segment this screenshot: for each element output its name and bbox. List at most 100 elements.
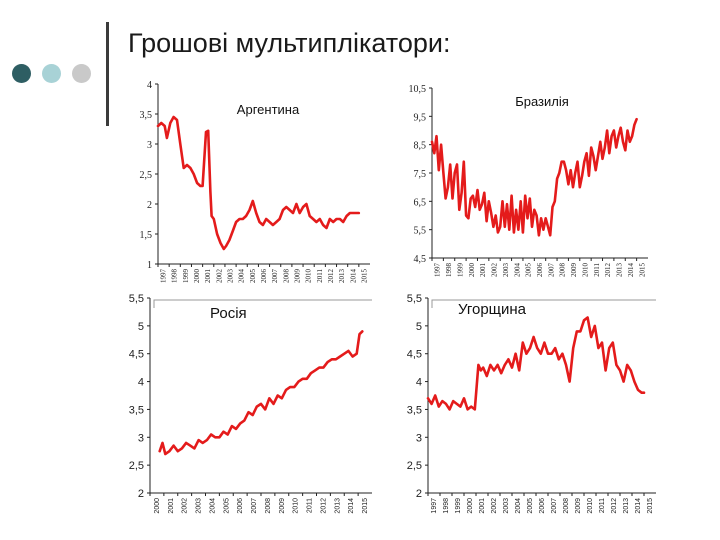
chart-title: Росія <box>210 305 247 322</box>
y-tick-label: 3,5 <box>140 110 153 121</box>
x-tick-label: 2014 <box>627 263 635 278</box>
y-tick-label: 4 <box>147 80 152 91</box>
x-tick-label: 2005 <box>525 263 533 278</box>
x-tick-label: 2012 <box>327 269 335 284</box>
y-tick-label: 4 <box>416 377 422 389</box>
x-tick-label: 2002 <box>491 263 499 278</box>
x-tick-label: 2003 <box>503 498 510 514</box>
x-tick-label: 1999 <box>456 263 464 278</box>
y-tick-label: 5,5 <box>407 293 422 305</box>
y-tick-label: 2 <box>416 488 422 500</box>
y-tick-label: 8,5 <box>414 141 427 152</box>
hungary-chart: 2 2,5 3 3,5 4 4,5 5 5,5 1997 1998 1999 2000 2001 2002… <box>407 293 656 514</box>
x-tick-label: 2010 <box>587 498 594 514</box>
x-tick-label: 2001 <box>479 498 486 514</box>
y-tick-label: 2,5 <box>140 170 153 181</box>
x-tick-label: 2011 <box>307 498 314 513</box>
y-tick-label: 7,5 <box>414 169 427 180</box>
x-tick-label: 2000 <box>193 269 201 284</box>
x-tick-label: 1998 <box>445 263 453 278</box>
slide-title: Грошові мультиплікатори: <box>128 28 451 58</box>
x-tick-label: 2002 <box>215 269 223 284</box>
y-tick-label: 9,5 <box>414 112 427 123</box>
x-tick-label: 2000 <box>467 498 474 514</box>
y-tick-label: 4,5 <box>414 254 427 265</box>
series-line <box>156 115 361 251</box>
x-tick-label: 2008 <box>282 269 290 284</box>
y-tick-label: 5 <box>416 321 422 333</box>
x-tick-label: 2003 <box>196 498 203 514</box>
x-tick-label: 2006 <box>260 269 268 284</box>
x-tick-label: 2001 <box>204 269 212 284</box>
y-tick-label: 6,5 <box>414 197 427 208</box>
x-tick-label: 2002 <box>182 498 189 514</box>
x-tick-label: 2015 <box>362 498 369 514</box>
x-tick-label: 2010 <box>305 269 313 284</box>
x-tick-label: 1999 <box>455 498 462 514</box>
x-tick-label: 2012 <box>611 498 618 514</box>
x-tick-label: 2015 <box>360 269 368 284</box>
x-tick-label: 2004 <box>209 498 216 514</box>
dot-dark <box>12 64 31 83</box>
x-tick-label: 2014 <box>348 498 355 514</box>
x-tick-label: 2005 <box>223 498 230 514</box>
x-tick-label: 2006 <box>539 498 546 514</box>
dot-gray <box>72 64 91 83</box>
russia-chart: 2 2,5 3 3,5 4 4,5 5 5,5 2000 2001 2002 2003 2004 2005… <box>129 293 372 514</box>
chart-title: Аргентина <box>237 102 300 117</box>
x-tick-label: 2003 <box>502 263 510 278</box>
y-tick-label: 4 <box>138 377 144 389</box>
x-tick-label: 2013 <box>623 498 630 514</box>
y-tick-label: 1 <box>147 260 152 271</box>
x-tick-label: 2010 <box>293 498 300 514</box>
decorative-dots <box>12 64 92 84</box>
x-tick-label: 2011 <box>599 498 606 513</box>
x-tick-label: 1999 <box>182 269 190 284</box>
argentina-chart: 1 1,5 2 2,5 3 3,5 4 1997 1998 1999 2000 2001 2002 200… <box>140 80 370 284</box>
x-tick-label: 2007 <box>271 269 279 284</box>
x-tick-label: 2004 <box>515 498 522 514</box>
x-tick-label: 2007 <box>547 263 555 278</box>
x-tick-label: 2015 <box>638 263 646 278</box>
y-tick-label: 5 <box>138 321 144 333</box>
y-tick-label: 3 <box>147 140 152 151</box>
x-tick-label: 2001 <box>479 263 487 278</box>
x-tick-label: 2009 <box>570 263 578 278</box>
x-tick-label: 2001 <box>168 498 175 514</box>
x-tick-label: 2003 <box>227 269 235 284</box>
x-tick-label: 2007 <box>551 498 558 514</box>
x-tick-label: 2012 <box>320 498 327 514</box>
title-divider <box>106 22 109 126</box>
y-tick-label: 5,5 <box>414 226 427 237</box>
x-tick-label: 2013 <box>338 269 346 284</box>
x-tick-label: 2009 <box>279 498 286 514</box>
x-tick-label: 2006 <box>237 498 244 514</box>
x-tick-label: 1997 <box>431 498 438 514</box>
y-tick-label: 1,5 <box>140 230 153 241</box>
x-tick-label: 2009 <box>293 269 301 284</box>
x-tick-label: 2011 <box>316 269 324 283</box>
y-tick-label: 3,5 <box>129 404 144 416</box>
y-tick-label: 2 <box>147 200 152 211</box>
chart-title: Бразилія <box>515 94 569 109</box>
y-tick-label: 4,5 <box>129 349 144 361</box>
y-tick-label: 2,5 <box>407 460 422 472</box>
dot-light-teal <box>42 64 61 83</box>
x-tick-label: 2002 <box>491 498 498 514</box>
x-tick-label: 2008 <box>563 498 570 514</box>
x-tick-label: 2011 <box>593 263 601 277</box>
x-tick-label: 2005 <box>249 269 257 284</box>
x-tick-label: 2008 <box>559 263 567 278</box>
x-tick-label: 2014 <box>349 269 357 284</box>
y-tick-label: 2 <box>138 488 144 500</box>
x-tick-label: 2015 <box>647 498 654 514</box>
x-tick-label: 2009 <box>575 498 582 514</box>
y-tick-label: 3 <box>416 432 422 444</box>
x-tick-label: 2010 <box>581 263 589 278</box>
chart-title: Угорщина <box>458 301 527 318</box>
x-tick-label: 2006 <box>536 263 544 278</box>
x-tick-label: 2005 <box>527 498 534 514</box>
y-tick-label: 2,5 <box>129 460 144 472</box>
y-tick-label: 3,5 <box>407 404 422 416</box>
